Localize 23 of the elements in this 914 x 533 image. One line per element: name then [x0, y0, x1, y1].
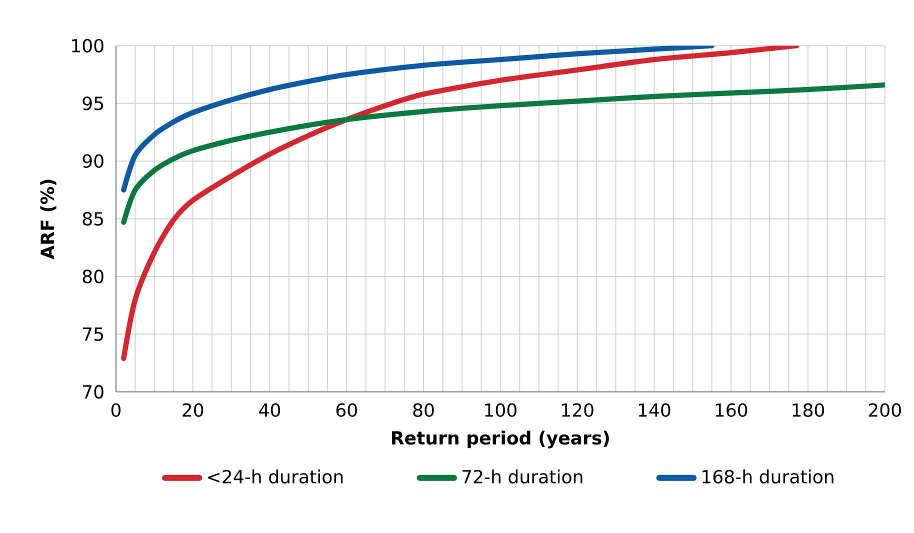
- legend-label: 168-h duration: [702, 470, 834, 484]
- x-tick-label: 80: [413, 403, 434, 417]
- x-tick-label: 0: [111, 403, 121, 417]
- x-tick-label: 120: [562, 403, 594, 417]
- x-tick-label: 140: [638, 403, 670, 417]
- y-tick-label: 85: [82, 212, 104, 226]
- x-tick-label: 160: [716, 403, 748, 417]
- legend-label: 72-h duration: [462, 470, 582, 484]
- y-axis-title: ARF (%): [40, 180, 56, 260]
- legend-label: <24-h duration: [208, 470, 343, 484]
- y-tick-label: 95: [82, 96, 104, 110]
- x-tick-label: 40: [259, 403, 280, 417]
- y-tick-label: 80: [82, 270, 104, 284]
- y-tick-label: 70: [83, 385, 104, 399]
- y-tick-label: 90: [82, 154, 104, 168]
- y-tick-label: 75: [83, 327, 104, 341]
- x-tick-label: 180: [792, 403, 824, 417]
- x-tick-label: 100: [485, 403, 516, 417]
- x-axis-title: Return period (years): [392, 430, 609, 448]
- x-tick-label: 60: [336, 403, 357, 417]
- x-tick-label: 200: [868, 403, 901, 417]
- y-tick-label: 100: [72, 38, 104, 53]
- x-tick-label: 20: [182, 403, 204, 417]
